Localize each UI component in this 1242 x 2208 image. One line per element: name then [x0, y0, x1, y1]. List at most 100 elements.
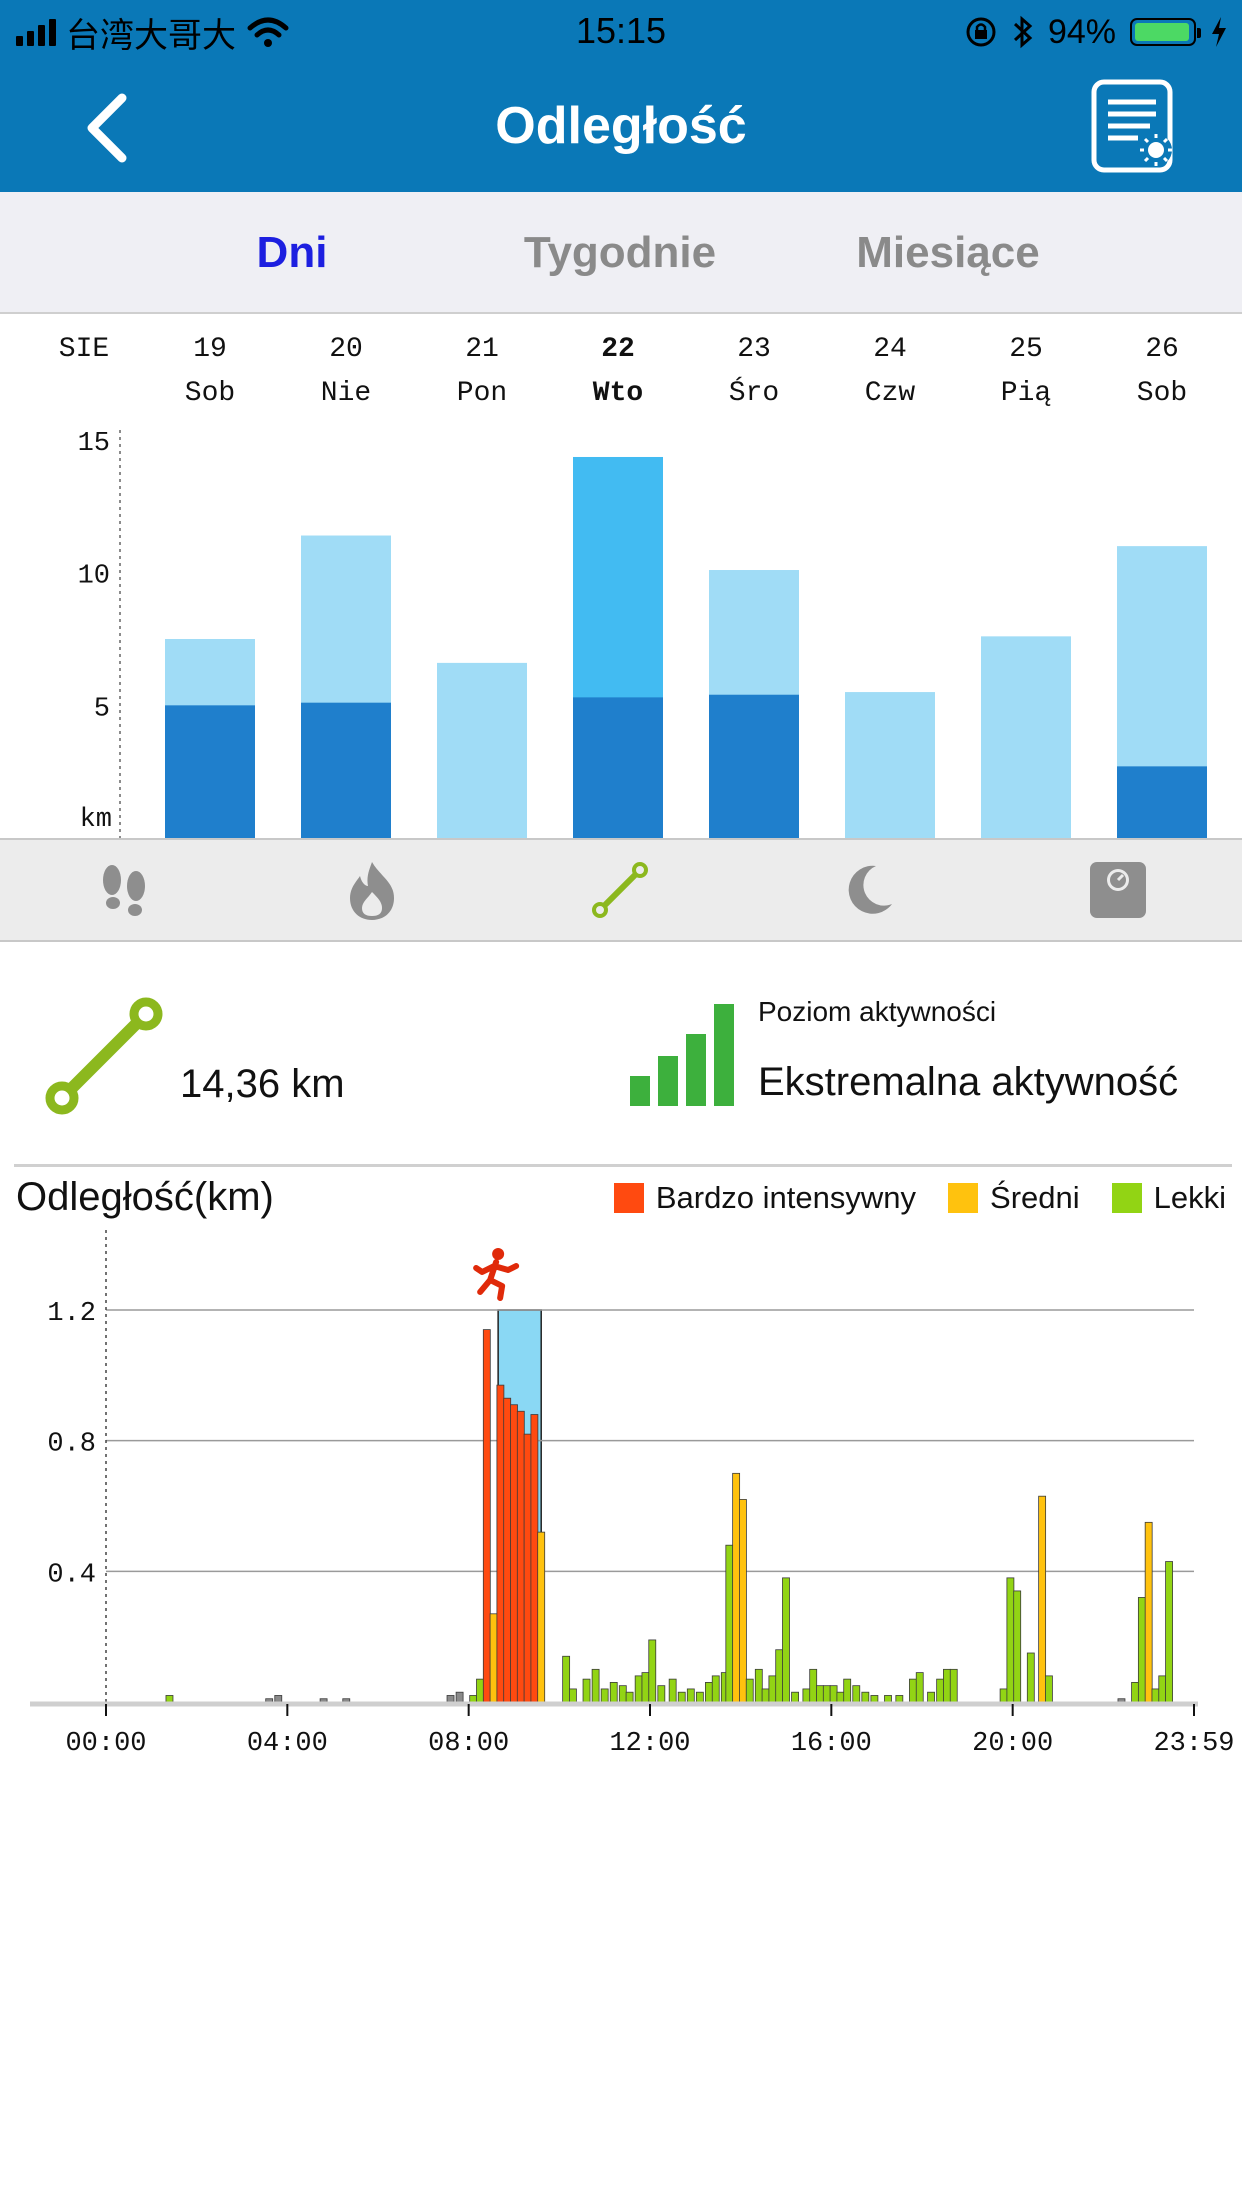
activity-bar — [909, 1678, 917, 1703]
activity-bar — [1144, 1521, 1153, 1703]
day-name-label: Wto — [593, 378, 643, 409]
activity-bar — [455, 1691, 464, 1703]
bar-segment — [301, 702, 391, 838]
y-tick-label: 10 — [78, 562, 110, 592]
tab-days[interactable]: Dni — [256, 228, 328, 277]
activity-bar — [1151, 1688, 1160, 1703]
running-person-icon — [473, 1248, 520, 1301]
daily-chart-title: Odległość(km) — [16, 1175, 274, 1219]
y-tick-label: 0.4 — [47, 1560, 96, 1590]
activity-bar — [927, 1691, 935, 1703]
activity-bar — [582, 1678, 591, 1703]
legend-light: Lekki — [1111, 1180, 1226, 1216]
day-number-label: 22 — [601, 334, 635, 365]
legend-medium: Średni — [948, 1180, 1080, 1216]
tab-weeks[interactable]: Tygodnie — [523, 228, 717, 277]
x-tick-label: 08:00 — [428, 1729, 509, 1759]
y-tick-label: 5 — [94, 694, 110, 724]
activity-bar — [618, 1685, 627, 1703]
day-number-label: 21 — [465, 334, 499, 365]
activity-bar — [446, 1695, 455, 1703]
day-number-label: 24 — [873, 334, 907, 365]
activity-bar — [949, 1668, 958, 1703]
activity-bar — [569, 1688, 577, 1703]
x-tick-label: 23:59 — [1153, 1729, 1234, 1759]
activity-bar — [600, 1688, 609, 1703]
activity-bar — [476, 1678, 484, 1703]
activity-bar — [870, 1695, 879, 1703]
legend-label: Średni — [990, 1180, 1080, 1215]
day-name-label: Pią — [1001, 378, 1051, 409]
period-tabs: Dni Tygodnie Miesiące — [0, 192, 1242, 314]
chevron-left-icon[interactable] — [78, 88, 138, 168]
y-tick-label: 1.2 — [47, 1299, 96, 1329]
activity-bar — [782, 1577, 790, 1703]
battery-icon — [1130, 18, 1201, 46]
activity-bar — [725, 1544, 734, 1703]
day-name-label: Sob — [185, 378, 235, 409]
status-time: 15:15 — [575, 10, 667, 51]
activity-level-label: Poziom aktywności — [758, 996, 997, 1027]
activity-bar — [829, 1685, 838, 1703]
footsteps-icon[interactable] — [92, 858, 156, 922]
month-label: SIE — [59, 334, 109, 365]
activity-bar — [1013, 1590, 1022, 1703]
day-name-label: Czw — [865, 378, 916, 409]
y-tick-label: 15 — [78, 429, 110, 459]
bar-segment — [573, 697, 663, 838]
activity-bar — [1165, 1561, 1173, 1703]
flame-icon[interactable] — [340, 858, 404, 922]
day-number-label: 20 — [329, 334, 363, 365]
distance-value: 14,36 km — [180, 1062, 345, 1106]
activity-bar — [634, 1675, 643, 1703]
activity-bar — [1131, 1681, 1139, 1703]
activity-bar — [768, 1675, 777, 1703]
carrier-name: 台湾大哥大 — [66, 16, 236, 55]
scale-icon[interactable] — [1086, 858, 1150, 922]
activity-bar — [739, 1499, 747, 1703]
activity-bar — [761, 1688, 770, 1703]
activity-bar — [745, 1678, 754, 1703]
moon-icon[interactable] — [836, 858, 900, 922]
weekly-distance-chart: SIE 15 10 5 km 19 Sob 20 Nie 21 Pon 22 Wto 23 Śro 24 Czw… — [59, 334, 1207, 838]
activity-bar — [852, 1685, 861, 1703]
activity-bar — [677, 1691, 686, 1703]
activity-bar — [1158, 1675, 1167, 1703]
section-divider — [14, 1164, 1232, 1167]
legend-swatch — [613, 1183, 644, 1213]
day-name-label: Sob — [1137, 378, 1187, 409]
activity-bar — [482, 1329, 491, 1703]
activity-bar — [936, 1678, 945, 1703]
activity-bar — [591, 1668, 600, 1703]
activity-bar — [516, 1410, 525, 1703]
activity-bar — [496, 1384, 505, 1703]
metric-selector — [0, 838, 1242, 942]
activity-bar — [943, 1668, 951, 1703]
legend-label: Bardzo intensywny — [655, 1180, 917, 1215]
activity-bar — [1026, 1652, 1035, 1703]
report-settings-icon[interactable] — [1090, 78, 1178, 174]
status-bar: 台湾大哥大 15:15 94% — [0, 0, 1242, 62]
wifi-icon — [247, 17, 289, 47]
signal-icon — [16, 18, 56, 46]
day-number-label: 26 — [1145, 334, 1179, 365]
activity-bar — [1038, 1495, 1047, 1703]
rotation-lock-icon — [966, 17, 996, 47]
activity-bar — [523, 1433, 532, 1703]
battery-percent: 94% — [1047, 12, 1116, 51]
activity-bar — [802, 1688, 811, 1703]
activity-level-value: Ekstremalna aktywność — [758, 1060, 1179, 1104]
legend-swatch — [948, 1183, 979, 1213]
summary-panel: 14,36 km Poziom aktywności Ekstremalna a… — [0, 940, 1242, 1166]
activity-bar — [562, 1655, 571, 1703]
activity-bar — [884, 1695, 892, 1703]
activity-level-icon — [630, 1004, 734, 1106]
activity-bar — [668, 1678, 677, 1703]
day-number-label: 19 — [193, 334, 227, 365]
bar-total — [845, 692, 935, 838]
distance-icon[interactable] — [588, 858, 652, 922]
x-tick-label: 04:00 — [247, 1729, 328, 1759]
bluetooth-icon — [1013, 15, 1033, 49]
activity-bar — [530, 1414, 539, 1703]
tab-months[interactable]: Miesiące — [856, 228, 1040, 277]
